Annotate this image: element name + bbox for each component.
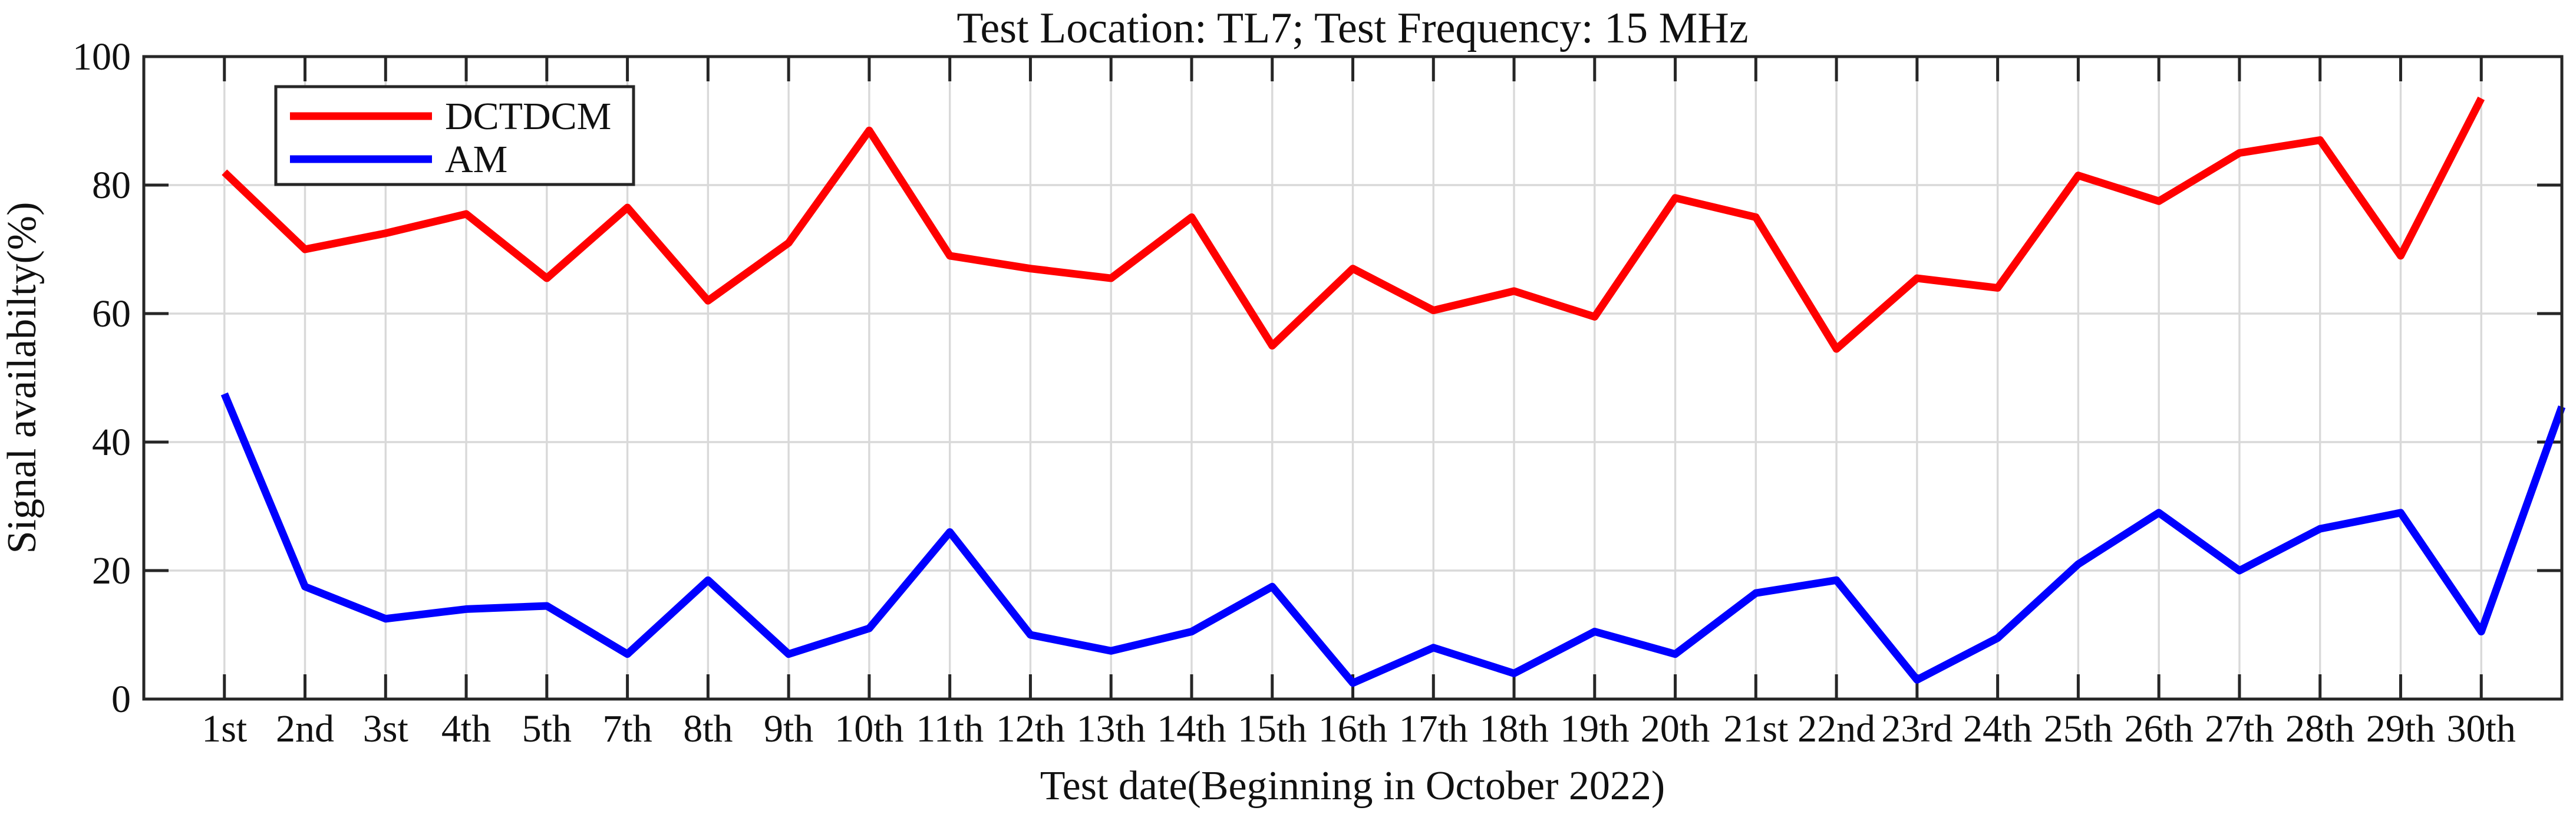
- plot-frame: [142, 55, 2564, 701]
- series-line-dctdcm: [222, 96, 2485, 353]
- x-tick-label: 11th: [916, 707, 984, 750]
- x-tick-label: 4th: [441, 707, 491, 750]
- x-tick-label: 13th: [1077, 707, 1146, 750]
- x-tick-label: 15th: [1238, 707, 1307, 750]
- series-line-am: [220, 392, 2566, 687]
- x-tick-label: 14th: [1157, 707, 1226, 750]
- legend-label-dctdcm: DCTDCM: [445, 95, 611, 138]
- x-tick-labels: 1st 2nd 3st 4th 5th 7th 8th 9th 10th 11th 12th 13th…: [202, 707, 2516, 750]
- x-tick-label: 7th: [602, 707, 652, 750]
- axis-ticks: [144, 57, 2562, 699]
- x-tick-label: 2nd: [276, 707, 334, 750]
- legend: DCTDCM AM: [274, 85, 635, 186]
- x-tick-label: 27th: [2205, 707, 2274, 750]
- legend-box: [274, 85, 635, 186]
- x-tick-label: 12th: [996, 707, 1065, 750]
- x-tick-label: 20th: [1641, 707, 1710, 750]
- x-tick-label: 5th: [522, 707, 572, 750]
- x-tick-label: 21st: [1723, 707, 1788, 750]
- x-tick-label: 19th: [1560, 707, 1629, 750]
- y-tick-label: 40: [92, 421, 131, 464]
- legend-label-am: AM: [445, 138, 507, 181]
- chart-title: Test Location: TL7; Test Frequency: 15 M…: [956, 4, 1748, 52]
- x-tick-label: 24th: [1963, 707, 2032, 750]
- data-series: [220, 96, 2566, 687]
- x-tick-label: 28th: [2285, 707, 2354, 750]
- x-tick-label: 26th: [2124, 707, 2193, 750]
- x-tick-label: 23rd: [1881, 707, 1952, 750]
- x-tick-label: 29th: [2366, 707, 2435, 750]
- y-tick-labels: 0 20 40 60 80 100: [72, 35, 131, 721]
- x-tick-label: 9th: [764, 707, 813, 750]
- x-tick-label: 25th: [2044, 707, 2113, 750]
- y-tick-label: 80: [92, 164, 131, 207]
- y-tick-label: 60: [92, 292, 131, 335]
- x-tick-label: 1st: [202, 707, 247, 750]
- x-tick-label: 22nd: [1797, 707, 1875, 750]
- x-tick-label: 16th: [1318, 707, 1387, 750]
- x-tick-label: 8th: [683, 707, 733, 750]
- x-tick-label: 3st: [363, 707, 408, 750]
- y-tick-label: 0: [111, 678, 131, 721]
- x-axis-label: Test date(Beginning in October 2022): [1040, 763, 1665, 809]
- y-tick-label: 100: [72, 35, 131, 78]
- y-axis-label: Signal availabilty(%): [0, 202, 45, 554]
- y-tick-label: 20: [92, 549, 131, 592]
- x-tick-label: 17th: [1399, 707, 1468, 750]
- x-tick-label: 30th: [2447, 707, 2516, 750]
- x-tick-label: 18th: [1479, 707, 1548, 750]
- x-tick-label: 10th: [835, 707, 903, 750]
